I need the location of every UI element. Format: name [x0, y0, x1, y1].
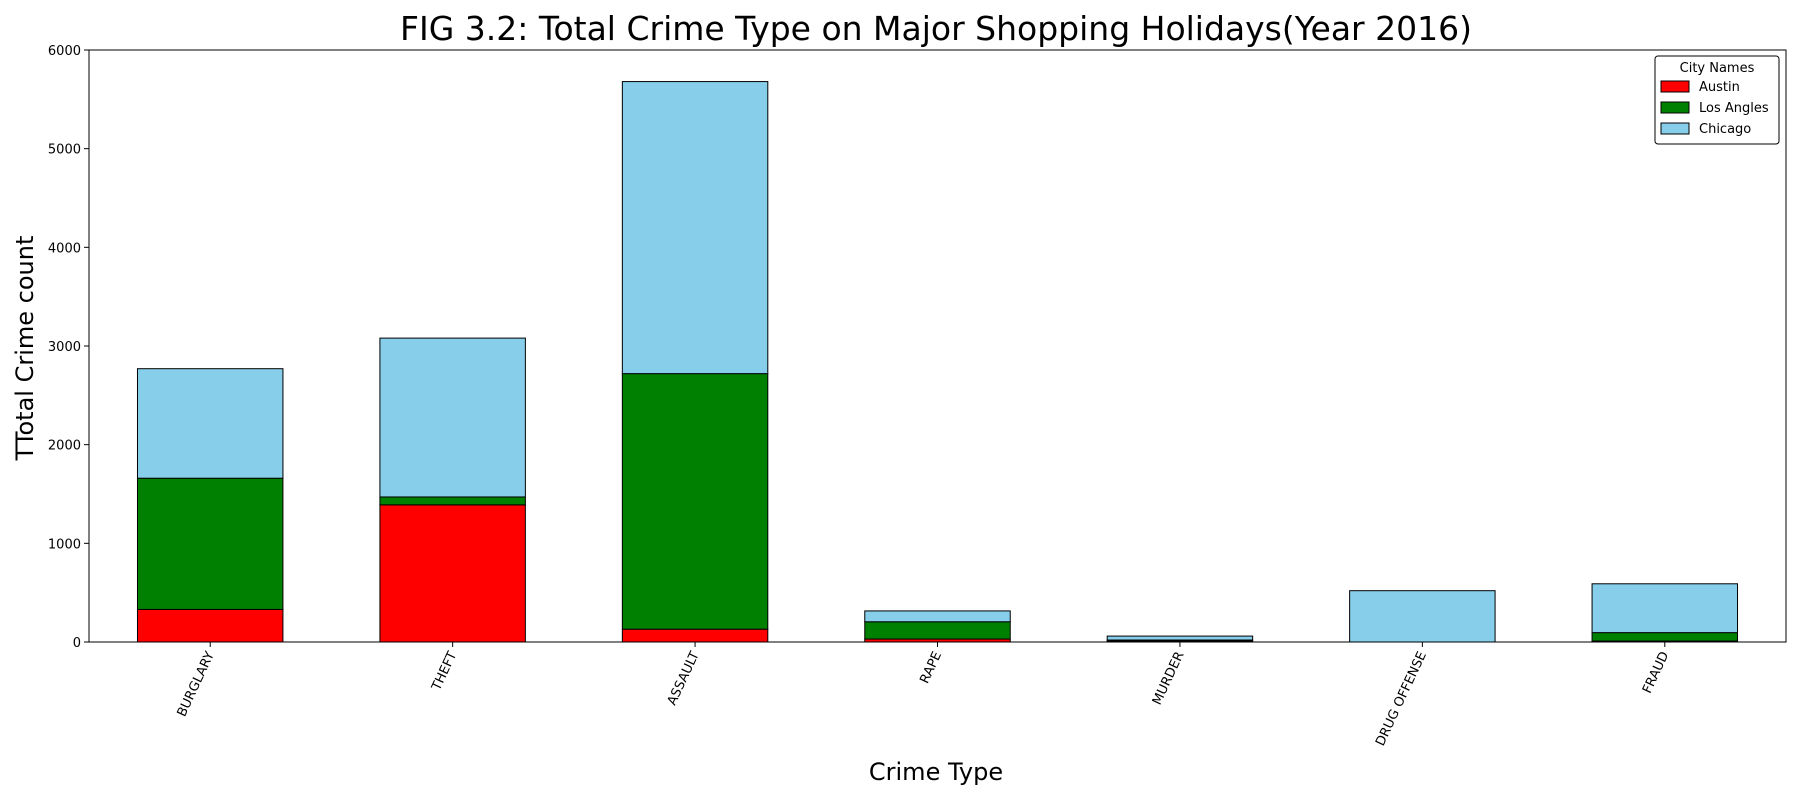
legend-title: City Names — [1680, 61, 1755, 76]
y-tick-label: 1000 — [48, 537, 81, 552]
x-tick-label-rape: RAPE — [917, 649, 945, 686]
x-tick-label-assault: ASSAULT — [665, 649, 703, 707]
bar-assault-chicago — [621, 81, 769, 375]
legend-box — [1654, 55, 1780, 145]
bar-burglary-chicago — [136, 368, 284, 479]
bar-murder-chicago — [1106, 635, 1254, 641]
bar-burglary-los-angles — [136, 477, 284, 610]
legend-swatch-chicago — [1660, 122, 1690, 135]
y-tick-label: 4000 — [48, 241, 81, 256]
x-tick-label-fraud: FRAUD — [1640, 649, 1672, 696]
y-tick-label: 2000 — [48, 439, 81, 454]
bar-fraud-chicago — [1591, 583, 1739, 634]
x-axis-label: Crime Type — [869, 758, 1003, 786]
legend-swatch-austin — [1660, 80, 1690, 93]
bar-theft-chicago — [379, 337, 526, 498]
bar-rape-chicago — [864, 610, 1011, 623]
legend-label-los-angles: Los Angles — [1699, 101, 1769, 116]
x-tick-label-murder: MURDER — [1150, 649, 1188, 707]
y-tick-label: 0 — [73, 636, 81, 651]
bar-assault-austin — [621, 628, 769, 643]
legend: City Names Austin Los Angles Chicago — [1654, 55, 1780, 145]
bar-theft-los-angles — [379, 496, 526, 506]
chart-title: FIG 3.2: Total Crime Type on Major Shopp… — [400, 9, 1472, 48]
y-axis-label: TTotal Crime count — [11, 236, 39, 462]
bar-theft-austin — [379, 504, 526, 643]
x-tick-label-theft: THEFT — [429, 649, 460, 694]
bar-rape-los-angles — [864, 621, 1011, 640]
legend-label-chicago: Chicago — [1699, 122, 1751, 137]
x-tick-label-burglary: BURGLARY — [175, 649, 218, 719]
bar-burglary-austin — [136, 608, 284, 643]
plot-frame — [88, 49, 1787, 643]
axes-layer: 0 1000 2000 3000 4000 5000 6000 BURGLARY THEFT AS… — [48, 44, 1787, 748]
y-tick-label: 6000 — [48, 44, 81, 59]
y-tick-label: 3000 — [48, 340, 81, 355]
x-tick-label-drug-offense: DRUG OFFENSE — [1373, 649, 1430, 748]
bar-drug-offense-chicago — [1349, 590, 1496, 643]
y-tick-label: 5000 — [48, 143, 81, 158]
bars-layer — [136, 81, 1739, 643]
legend-swatch-los-angles — [1660, 101, 1690, 114]
bar-assault-los-angles — [621, 373, 769, 630]
legend-label-austin: Austin — [1699, 80, 1740, 95]
bar-fraud-los-angles — [1591, 632, 1739, 642]
